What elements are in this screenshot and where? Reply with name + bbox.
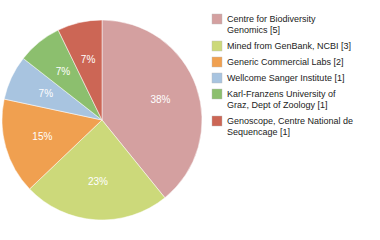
data-label: 7% — [81, 54, 96, 65]
legend-swatch — [212, 116, 222, 126]
chart: 38%23%15%7%7%7%Centre for BiodiversityGe… — [0, 0, 380, 240]
legend-label: Karl-Franzens University ofGraz, Dept of… — [227, 89, 336, 110]
legend-swatch — [212, 89, 222, 99]
legend-swatch — [212, 41, 222, 51]
legend-label-line: Mined from GenBank, NCBI [3] — [227, 41, 351, 51]
legend-swatch — [212, 14, 222, 24]
data-labels: 38%23%15%7%7%7% — [32, 54, 170, 187]
data-label: 7% — [39, 88, 54, 99]
legend-item: Wellcome Sanger Institute [1] — [212, 73, 344, 83]
legend-item: Generic Commercial Labs [2] — [212, 57, 344, 67]
legend-label-line: Genomics [5] — [227, 25, 280, 35]
legend-label-line: Sequencage [1] — [227, 127, 290, 137]
legend-label-line: Generic Commercial Labs [2] — [227, 57, 344, 67]
legend-item: Genoscope, Centre National deSequencage … — [212, 116, 353, 137]
legend-label: Wellcome Sanger Institute [1] — [227, 73, 344, 83]
legend: Centre for BiodiversityGenomics [5] Mined… — [212, 14, 353, 137]
legend-item: Centre for BiodiversityGenomics [5] — [212, 14, 316, 35]
legend-item: Karl-Franzens University ofGraz, Dept of… — [212, 89, 336, 110]
pie-slice — [30, 120, 165, 220]
legend-label-line: Graz, Dept of Zoology [1] — [227, 100, 328, 110]
legend-label-line: Wellcome Sanger Institute [1] — [227, 73, 344, 83]
pie — [2, 20, 202, 220]
legend-swatch — [212, 57, 222, 67]
legend-swatch — [212, 73, 222, 83]
data-label: 23% — [88, 176, 108, 187]
legend-label: Generic Commercial Labs [2] — [227, 57, 344, 67]
legend-label: Mined from GenBank, NCBI [3] — [227, 41, 351, 51]
data-label: 38% — [150, 94, 170, 105]
data-label: 15% — [32, 131, 52, 142]
legend-item: Mined from GenBank, NCBI [3] — [212, 41, 351, 51]
legend-label-line: Centre for Biodiversity — [227, 14, 316, 24]
legend-label-line: Genoscope, Centre National de — [227, 116, 353, 126]
legend-label-line: Karl-Franzens University of — [227, 89, 336, 99]
data-label: 7% — [56, 66, 71, 77]
legend-label: Genoscope, Centre National deSequencage … — [227, 116, 353, 137]
legend-label: Centre for BiodiversityGenomics [5] — [227, 14, 316, 35]
